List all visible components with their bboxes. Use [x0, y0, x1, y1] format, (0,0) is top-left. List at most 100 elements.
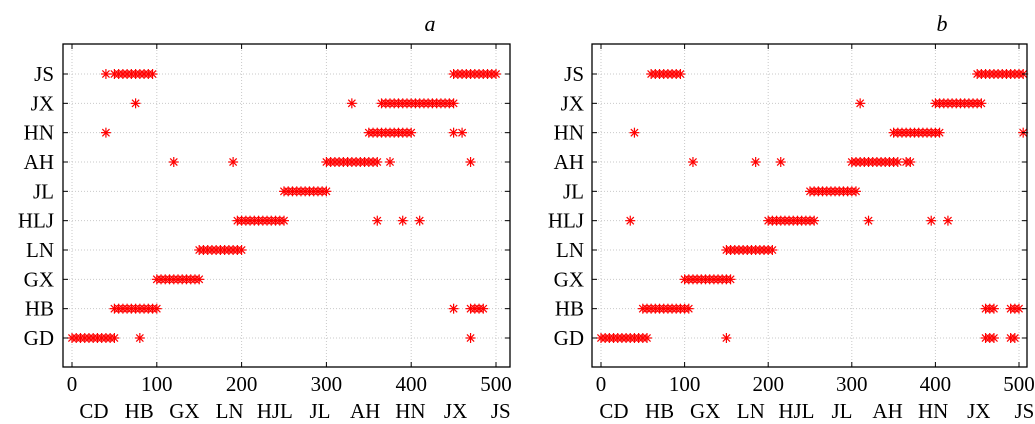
- data-point: [448, 98, 459, 109]
- data-point: [321, 186, 332, 197]
- point-stroke: [479, 304, 488, 313]
- data-point: [397, 215, 408, 226]
- x-tick-label: 400: [395, 372, 427, 396]
- point-stroke: [135, 333, 144, 343]
- point-stroke: [751, 157, 760, 167]
- y-tick-label: HLJ: [548, 209, 584, 233]
- data-point: [346, 98, 357, 109]
- y-tick-label: GX: [554, 267, 584, 291]
- x-category-label: CD: [599, 399, 628, 423]
- point-stroke: [101, 69, 110, 79]
- point-stroke: [449, 128, 458, 137]
- point-stroke: [373, 157, 382, 167]
- data-point: [228, 157, 239, 167]
- series-jl: [805, 186, 861, 197]
- y-tick-label: HB: [555, 297, 584, 321]
- x-tick-label: 200: [226, 372, 258, 396]
- y-tick-label: HLJ: [18, 209, 54, 233]
- point-stroke: [237, 245, 246, 255]
- data-point: [675, 69, 686, 79]
- point-stroke: [101, 128, 110, 137]
- y-tick-label: HN: [554, 121, 584, 145]
- point-stroke: [1010, 333, 1019, 343]
- x-category-label: HN: [918, 399, 948, 423]
- data-point: [687, 157, 698, 167]
- data-point: [863, 215, 874, 226]
- x-tick-label: 400: [920, 372, 952, 396]
- data-point: [236, 245, 247, 255]
- series-ah: [687, 157, 916, 167]
- data-point: [100, 127, 111, 138]
- point-stroke: [322, 187, 331, 196]
- data-point: [775, 157, 786, 167]
- y-tick-label: JS: [34, 62, 54, 86]
- point-stroke: [229, 157, 238, 167]
- panel-label: b: [937, 11, 948, 36]
- y-tick-label: LN: [26, 238, 54, 262]
- data-point: [750, 157, 761, 167]
- point-stroke: [131, 99, 140, 108]
- y-tick-label: JS: [564, 62, 584, 86]
- series-ah: [168, 157, 476, 167]
- point-stroke: [466, 157, 475, 167]
- x-tick-label: 0: [67, 372, 78, 396]
- x-category-label: JX: [444, 399, 467, 423]
- series-hn: [629, 127, 1029, 138]
- series-jx: [130, 98, 459, 109]
- data-point: [988, 303, 999, 314]
- x-category-label: AH: [350, 399, 380, 423]
- x-tick-label: 100: [141, 372, 173, 396]
- point-stroke: [856, 99, 865, 108]
- data-point: [465, 157, 476, 167]
- data-point: [767, 245, 778, 255]
- data-point: [457, 127, 468, 138]
- series-ln: [721, 245, 778, 255]
- y-tick-label: LN: [556, 238, 584, 262]
- point-stroke: [195, 275, 204, 284]
- point-stroke: [768, 245, 777, 255]
- point-stroke: [347, 99, 356, 108]
- point-stroke: [449, 304, 458, 313]
- point-stroke: [373, 216, 382, 225]
- data-point: [385, 157, 395, 167]
- series-js: [646, 69, 1029, 79]
- point-stroke: [642, 333, 652, 343]
- x-tick-label: 0: [596, 372, 607, 396]
- series-jl: [279, 186, 332, 197]
- y-tick-label: GD: [554, 326, 584, 350]
- point-stroke: [407, 128, 416, 137]
- point-stroke: [630, 128, 639, 137]
- y-tick-label: GX: [24, 267, 54, 291]
- data-point: [850, 186, 861, 197]
- data-point: [683, 303, 694, 314]
- point-stroke: [893, 157, 902, 167]
- point-stroke: [688, 157, 697, 167]
- series-gd: [596, 333, 1020, 343]
- panel-b: 0 100 200 300 400 500 JS JX HN AH JL HLJ LN GX HB GD CD H…: [548, 11, 1035, 423]
- series-hn: [100, 127, 468, 138]
- x-tick-label: 300: [311, 372, 343, 396]
- data-point: [629, 127, 640, 138]
- data-point: [905, 157, 916, 167]
- point-stroke: [935, 128, 944, 137]
- data-point: [134, 333, 145, 343]
- series-hlj: [232, 215, 425, 226]
- data-point: [372, 157, 383, 167]
- y-tick-label: HB: [25, 297, 54, 321]
- data-point: [448, 127, 459, 138]
- point-stroke: [776, 157, 785, 167]
- y-tick-label: JL: [563, 179, 584, 203]
- series-hb: [109, 303, 489, 314]
- x-tick-label: 500: [480, 372, 512, 396]
- point-stroke: [851, 187, 861, 196]
- point-stroke: [626, 216, 635, 225]
- y-tick-label: AH: [24, 150, 54, 174]
- point-stroke: [684, 304, 693, 313]
- data-point: [641, 333, 652, 343]
- point-stroke: [989, 304, 998, 313]
- axes-frame: [62, 43, 511, 368]
- point-stroke: [148, 69, 157, 79]
- data-point: [414, 215, 425, 226]
- axes-frame: [591, 43, 1028, 368]
